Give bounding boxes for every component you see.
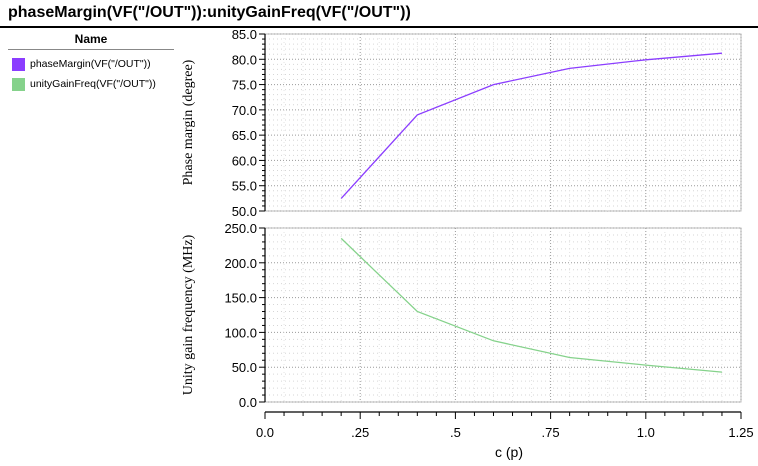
legend-header: Name <box>8 32 174 50</box>
legend-label-phase-margin: phaseMargin(VF("/OUT")) <box>30 58 151 70</box>
legend-item-unity-gain-freq[interactable]: unityGainFreq(VF("/OUT")) <box>8 74 174 94</box>
x-tick-label: .25 <box>351 425 369 440</box>
y-tick-label: 200.0 <box>224 256 257 271</box>
chart-title: phaseMargin(VF("/OUT")):unityGainFreq(VF… <box>8 4 411 21</box>
plot-frame <box>264 227 742 403</box>
legend-swatch-phase-margin <box>12 57 25 71</box>
legend-swatch-unity-gain-freq <box>12 77 25 91</box>
y-tick-label: 80.0 <box>232 52 257 67</box>
y-tick-label: 50.0 <box>232 360 257 375</box>
y-tick-label: 250.0 <box>224 221 257 236</box>
y-tick-label: 55.0 <box>232 179 257 194</box>
series-line <box>340 237 723 373</box>
x-tick-label: 1.25 <box>728 425 753 440</box>
y-tick-label: 75.0 <box>232 78 257 93</box>
legend-item-phase-margin[interactable]: phaseMargin(VF("/OUT")) <box>8 54 174 74</box>
series-line <box>340 52 723 199</box>
plot-frame <box>264 33 742 212</box>
y-tick-label: 50.0 <box>232 204 257 219</box>
title-bar: phaseMargin(VF("/OUT")):unityGainFreq(VF… <box>0 0 758 28</box>
y-axis-label: Phase margin (degree) <box>181 59 196 185</box>
y-tick-label: 0.0 <box>239 395 257 410</box>
y-tick-label: 60.0 <box>232 153 257 168</box>
x-tick-label: 1.0 <box>637 425 655 440</box>
y-tick-label: 150.0 <box>224 291 257 306</box>
legend-label-unity-gain-freq: unityGainFreq(VF("/OUT")) <box>30 78 156 90</box>
y-tick-label: 65.0 <box>232 128 257 143</box>
x-tick-label: 0.0 <box>256 425 274 440</box>
x-tick-label: .5 <box>450 425 461 440</box>
y-axis-label: Unity gain frequency (MHz) <box>181 234 196 395</box>
legend: Name phaseMargin(VF("/OUT")) unityGainFr… <box>8 32 174 94</box>
y-tick-label: 85.0 <box>232 27 257 42</box>
y-tick-label: 70.0 <box>232 103 257 118</box>
x-tick-label: .75 <box>542 425 560 440</box>
y-tick-label: 100.0 <box>224 325 257 340</box>
x-axis-label: c (p) <box>495 444 523 460</box>
